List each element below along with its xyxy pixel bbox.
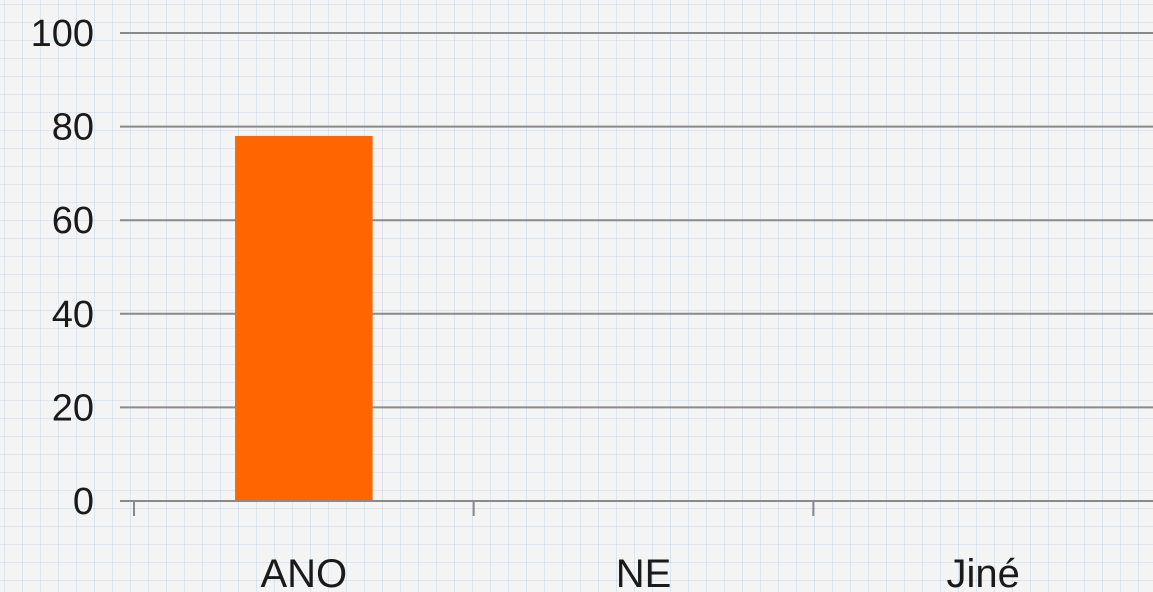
y-tick-label: 40 xyxy=(52,294,94,336)
y-tick-label: 60 xyxy=(52,200,94,242)
bars xyxy=(235,135,373,501)
x-category-label: ANO xyxy=(260,552,347,592)
labels: 0 20 40 60 80 100 ANO NE Jiné xyxy=(31,13,1020,592)
x-category-label: NE xyxy=(616,552,672,592)
axes xyxy=(120,500,1153,516)
y-tick-label: 80 xyxy=(52,107,94,149)
y-tick-label: 20 xyxy=(52,387,94,429)
y-tick-label: 0 xyxy=(73,481,94,523)
x-category-label: Jiné xyxy=(946,552,1019,592)
bar-ano xyxy=(235,135,373,501)
y-tick-label: 100 xyxy=(31,13,94,55)
